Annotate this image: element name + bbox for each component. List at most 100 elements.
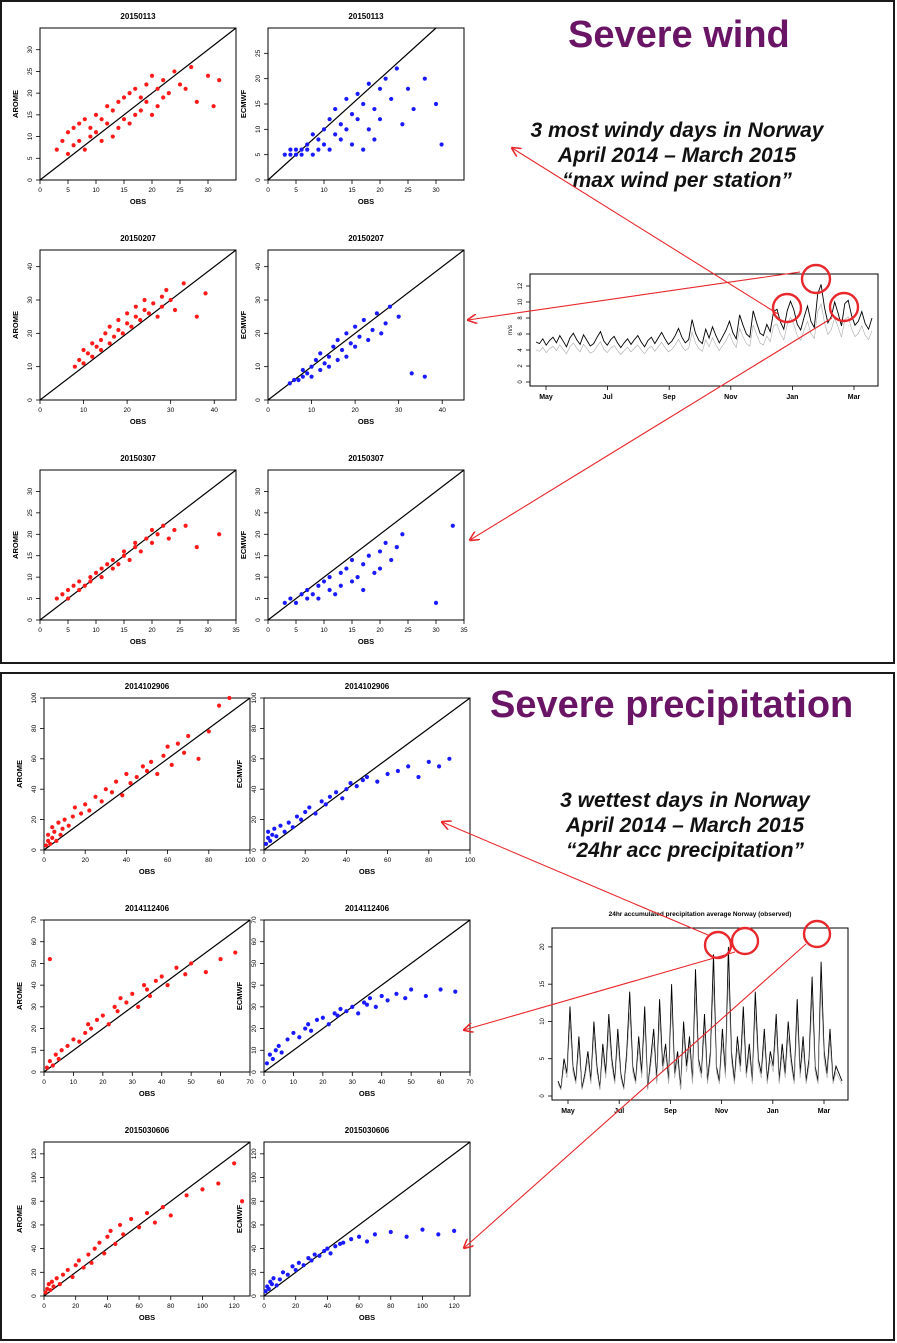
data-point <box>348 341 353 346</box>
data-point <box>189 961 194 966</box>
y-tick-label: 0 <box>27 178 34 182</box>
x-tick-label: 15 <box>348 187 356 194</box>
x-tick-label: 60 <box>384 857 392 864</box>
data-point <box>60 592 65 597</box>
data-point <box>161 523 166 528</box>
identity-line <box>39 27 237 181</box>
y-tick-label: 100 <box>251 1172 258 1183</box>
chart-title: 2015030606 <box>345 1126 390 1135</box>
scatter-w2a: 20150207 0 10 20 30 40 0 10 20 30 40 OBS AROME <box>11 234 237 426</box>
chart-title: 20150207 <box>120 234 156 243</box>
data-point <box>328 1251 333 1256</box>
data-point <box>305 596 310 601</box>
data-point <box>377 549 383 554</box>
data-point <box>318 367 323 373</box>
y-tick-label: 100 <box>31 1172 38 1183</box>
data-point <box>93 794 98 799</box>
plot-frame <box>39 469 237 621</box>
data-point <box>47 956 52 962</box>
y-tick-label: 10 <box>251 1046 258 1054</box>
data-point <box>53 1052 58 1057</box>
x-tick-label: 100 <box>245 857 256 864</box>
data-point <box>133 112 138 117</box>
data-point <box>200 1187 205 1192</box>
highlight-circle <box>730 926 760 956</box>
x-tick-label: 40 <box>343 857 351 864</box>
plot-frame <box>267 249 465 401</box>
data-point <box>323 802 328 807</box>
data-point <box>47 1059 52 1064</box>
series-line <box>535 284 873 349</box>
data-point <box>118 996 123 1001</box>
y-tick-label: 0 <box>251 1070 258 1074</box>
highlight-circle <box>802 919 832 949</box>
data-point <box>287 381 292 386</box>
x-tick-label: 25 <box>404 627 412 634</box>
data-point <box>99 566 104 571</box>
data-point <box>374 311 379 316</box>
x-tick-label: 35 <box>460 627 468 634</box>
data-point <box>115 1009 120 1014</box>
data-point <box>54 838 59 843</box>
data-point <box>65 151 71 157</box>
data-point <box>338 570 343 575</box>
data-point <box>290 1264 295 1269</box>
plot-frame <box>39 27 237 181</box>
data-point <box>310 132 315 137</box>
data-point <box>88 125 93 130</box>
data-point <box>361 587 366 593</box>
data-point <box>300 367 305 373</box>
x-tick-label: Sep <box>663 394 676 401</box>
data-point <box>349 1237 354 1242</box>
data-point <box>217 532 222 537</box>
data-point <box>146 311 151 316</box>
x-tick-label: Jul <box>614 1108 624 1115</box>
data-point <box>403 996 408 1001</box>
data-point <box>110 566 115 571</box>
pointer-arrow <box>512 148 779 315</box>
y-tick-label: 30 <box>27 46 34 54</box>
x-tick-label: 60 <box>164 857 172 864</box>
data-point <box>338 583 343 588</box>
data-point <box>375 779 380 784</box>
data-point <box>335 1013 340 1018</box>
data-point <box>71 583 76 588</box>
data-point <box>364 1239 370 1244</box>
data-point <box>127 121 132 126</box>
data-point <box>285 1272 290 1277</box>
data-point <box>348 781 353 786</box>
data-point <box>395 768 400 774</box>
data-point <box>439 142 444 147</box>
x-tick-label: 20 <box>302 857 310 864</box>
data-point <box>325 1246 330 1251</box>
chart-title: 20150307 <box>120 454 156 463</box>
data-point <box>291 1030 296 1036</box>
data-point <box>116 562 121 567</box>
plot-frame <box>43 1141 251 1297</box>
x-tick-label: 20 <box>319 1079 327 1086</box>
data-point <box>194 314 199 319</box>
x-tick-label: 30 <box>204 187 212 194</box>
x-tick-label: 30 <box>395 407 403 414</box>
data-point <box>54 596 59 601</box>
scatter-w3b: 20150307 0 5 10 15 20 25 30 35 0 5 10 15 20 25 30 OBS ECM… <box>239 454 468 646</box>
data-point <box>107 324 112 329</box>
data-point <box>277 1277 282 1282</box>
data-point <box>309 1258 314 1263</box>
data-point <box>239 1199 245 1204</box>
data-point <box>349 142 355 147</box>
data-point <box>332 1011 337 1016</box>
data-point <box>293 147 299 152</box>
scatter-w2b: 20150207 0 10 20 30 40 0 10 20 30 40 OBS ECMWF <box>239 234 465 426</box>
data-point <box>266 1286 271 1291</box>
data-point <box>361 101 366 107</box>
data-point <box>303 1026 308 1031</box>
data-point <box>298 817 304 822</box>
data-point <box>149 112 155 117</box>
data-point <box>333 106 338 112</box>
data-point <box>107 341 112 346</box>
x-tick-label: 25 <box>176 627 184 634</box>
data-point <box>379 993 384 999</box>
y-tick-label: 40 <box>251 1245 258 1253</box>
data-point <box>103 787 108 792</box>
